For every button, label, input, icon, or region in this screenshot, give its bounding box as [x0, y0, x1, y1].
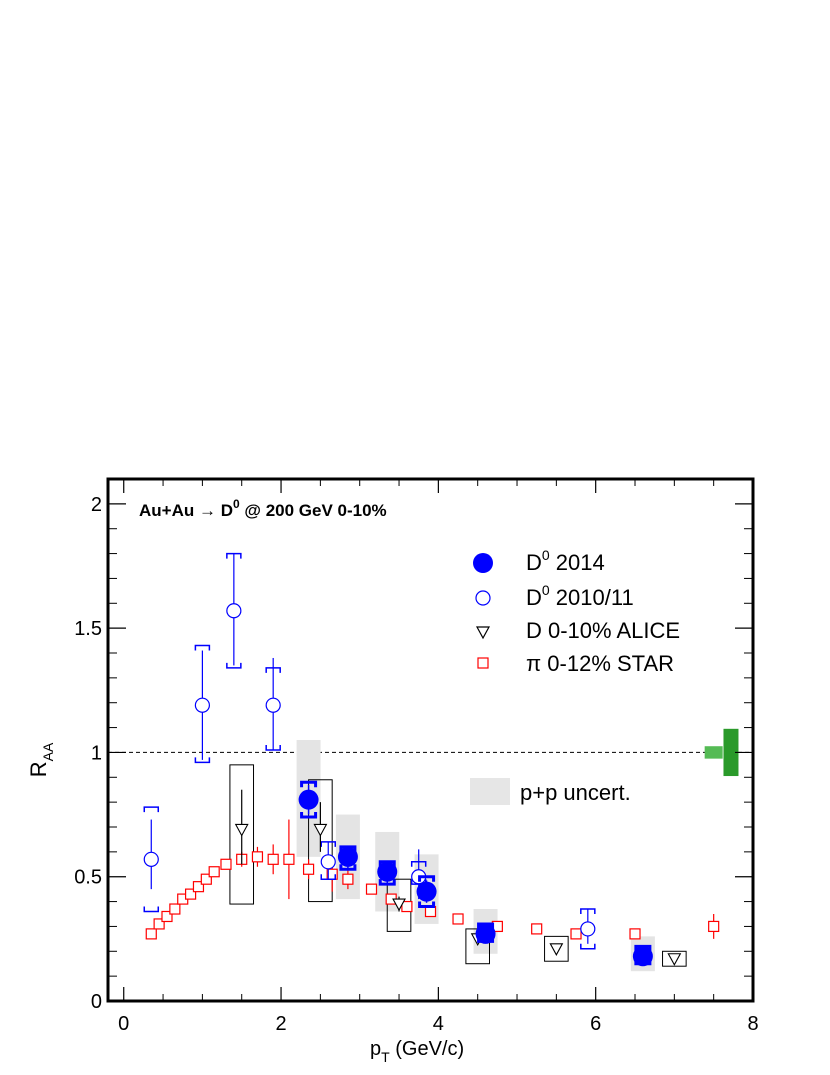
legend-label-d0-2010: D0 2010/11 — [526, 582, 634, 610]
legend-marker-star — [477, 657, 489, 669]
star-pion-marker — [629, 928, 641, 940]
d0-2010-marker — [143, 851, 159, 867]
normalization-uncert-box — [704, 746, 723, 759]
d0-2010-sys-bracket — [320, 841, 336, 880]
d0-2014-sys-bracket — [300, 780, 318, 819]
star-pion-marker — [208, 866, 220, 878]
d0-2010-sys-bracket — [226, 552, 242, 669]
star-pion-marker — [708, 920, 720, 933]
x-axis-title: pT (GeV/c) — [370, 1038, 464, 1065]
plot-frame — [106, 477, 755, 1003]
star-pion-marker — [365, 883, 378, 895]
star-pion-marker — [153, 918, 165, 930]
star-pion-marker — [401, 900, 413, 913]
d0-2014-marker — [416, 881, 437, 902]
star-pion-marker — [267, 853, 279, 865]
d0-2010-marker — [265, 697, 281, 713]
alice-marker — [234, 823, 249, 837]
d0-2014-marker — [298, 789, 319, 810]
x-tick-label: 8 — [747, 1013, 758, 1035]
y-tick-label: 1.5 — [74, 618, 102, 640]
d0-2010-marker — [194, 697, 210, 713]
alice-marker — [549, 943, 564, 956]
star-pion-marker — [220, 858, 232, 870]
x-tick-label: 6 — [590, 1013, 601, 1035]
star-pion-marker — [169, 903, 181, 915]
y-axis-title: RAA — [26, 742, 56, 777]
alice-marker — [313, 823, 328, 837]
alice-marker — [667, 953, 682, 966]
x-tick-label: 2 — [275, 1013, 286, 1035]
star-pion-marker — [184, 888, 197, 900]
chart-title: Au+Au → D0 @ 200 GeV 0-10% — [139, 497, 387, 520]
d0-2010-marker — [580, 921, 596, 937]
d0-2014-marker — [632, 946, 653, 967]
d0-2014-marker — [377, 861, 398, 882]
d0-2014-marker — [475, 923, 496, 944]
normalization-uncert-box — [723, 728, 739, 777]
legend-marker-d0-2010 — [475, 590, 491, 606]
star-pion-marker — [283, 853, 295, 865]
star-pion-marker — [452, 913, 464, 925]
legend-label-star: π 0-12% STAR — [526, 651, 674, 676]
alice-sys-box — [229, 764, 255, 905]
alice-sys-box — [308, 779, 333, 903]
alice-marker — [392, 898, 406, 912]
alice-sys-box — [662, 950, 687, 967]
x-tick-label: 0 — [118, 1013, 129, 1035]
star-pion-marker — [192, 881, 205, 893]
y-tick-label: 0 — [91, 991, 102, 1013]
legend-pp-uncert-label: p+p uncert. — [520, 780, 631, 805]
alice-sys-box — [544, 935, 569, 962]
y-tick-label: 0.5 — [74, 867, 102, 889]
d0-2014-sys-bracket — [418, 875, 436, 909]
star-pion-marker — [531, 923, 543, 935]
legend-marker-d0-2014 — [473, 553, 493, 573]
star-pion-marker — [161, 910, 173, 923]
d0-2010-sys-bracket — [265, 667, 281, 751]
legend: D0 2014 D0 2010/11 D 0-10% ALICE π 0-12%… — [470, 547, 680, 805]
star-pion-marker — [251, 851, 264, 863]
star-pion-marker — [302, 863, 315, 875]
d0-2010-marker — [226, 603, 242, 619]
d0-2010-sys-bracket — [194, 644, 211, 764]
d0-2010-sys-bracket — [580, 908, 596, 950]
d0-2010-sys-bracket — [143, 806, 160, 913]
star-pion-marker — [200, 873, 212, 885]
star-pion-marker — [145, 928, 157, 940]
legend-pp-uncert-box — [470, 778, 510, 805]
y-tick-label: 1 — [91, 742, 102, 764]
legend-marker-alice — [475, 626, 491, 640]
d0-2014-marker — [337, 846, 358, 867]
star-pion-marker — [570, 928, 582, 940]
star-pion-marker — [342, 873, 354, 885]
x-tick-label: 4 — [433, 1013, 444, 1035]
y-tick-label: 2 — [91, 494, 102, 516]
legend-label-d0-2014: D0 2014 — [526, 547, 605, 575]
d0-2010-marker — [320, 854, 336, 870]
legend-label-alice: D 0-10% ALICE — [526, 618, 680, 643]
